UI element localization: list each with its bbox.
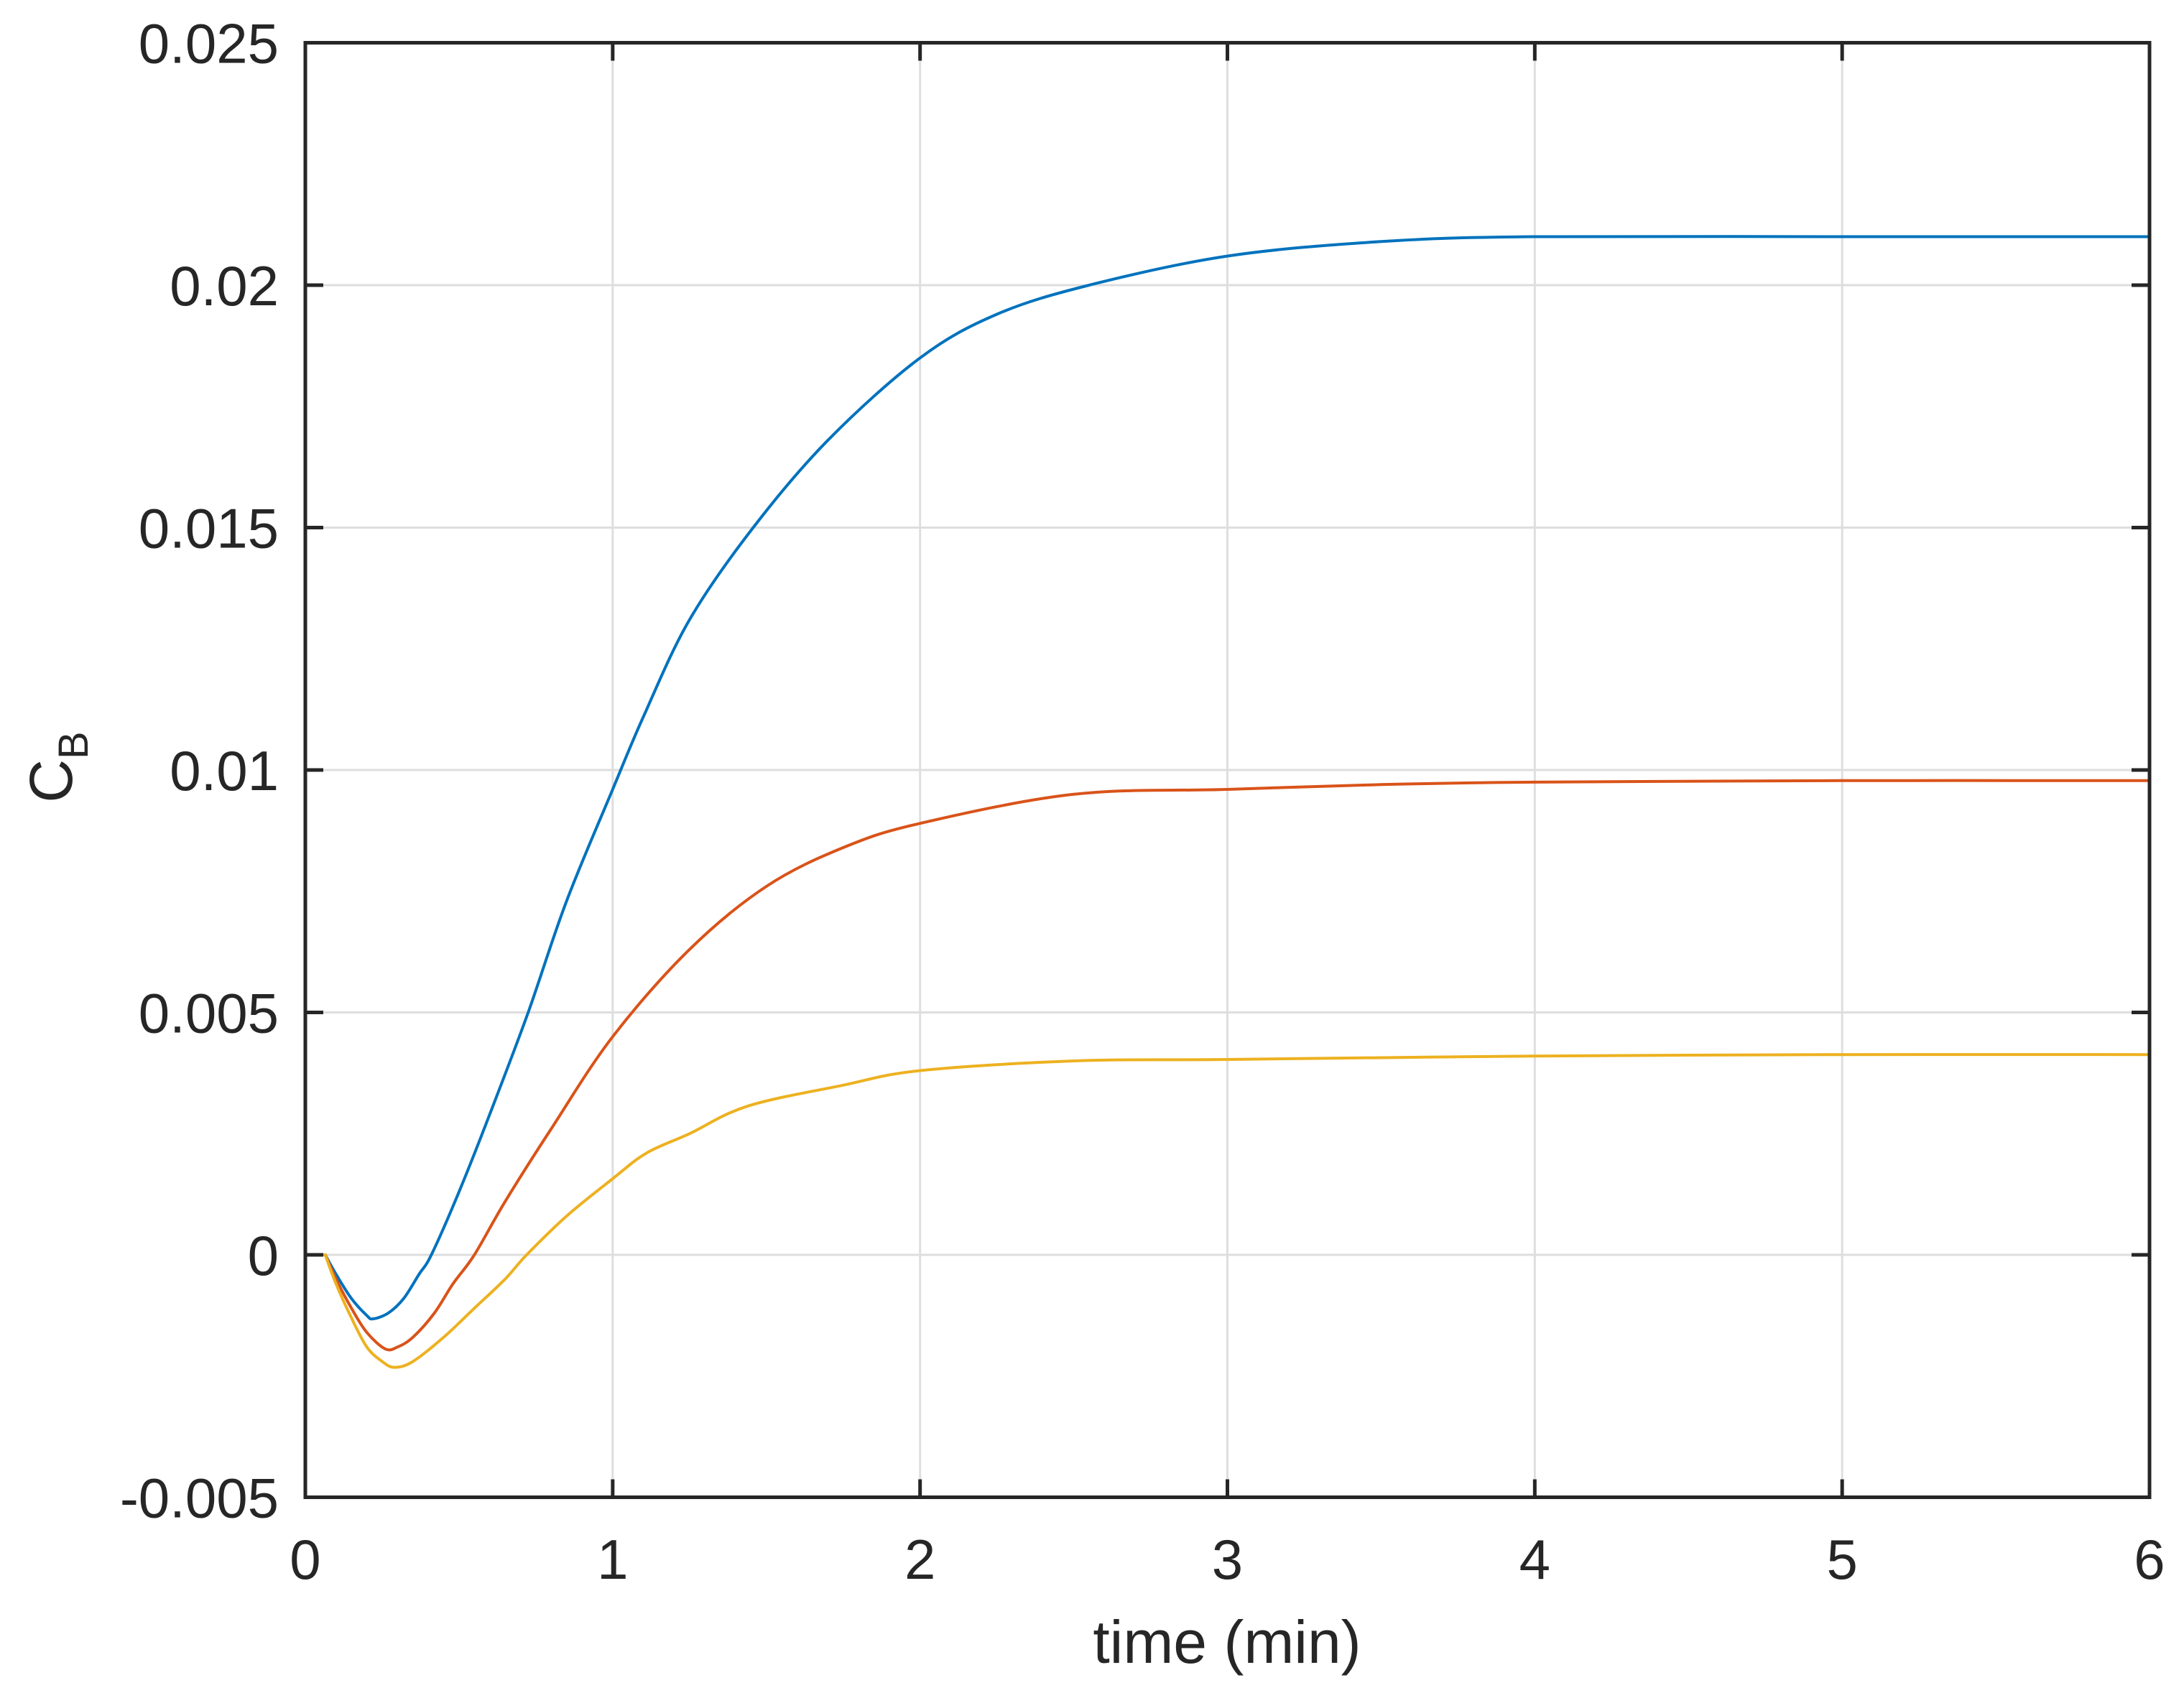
y-tick-label: -0.005	[120, 1467, 279, 1530]
x-axis-label: time (min)	[1093, 1608, 1361, 1676]
y-tick-label: 0.01	[170, 739, 279, 802]
y-tick-labels: -0.005 0 0.005 0.01 0.015 0.02 0.025	[120, 12, 279, 1530]
y-tick-label: 0.02	[170, 254, 279, 317]
x-tick-label: 6	[2134, 1528, 2165, 1591]
x-tick-label: 1	[597, 1528, 628, 1591]
y-axis-label: CB	[17, 731, 97, 802]
y-axis-label-main: C	[17, 759, 85, 803]
y-tick-label: 0.005	[139, 982, 279, 1045]
series-line-1	[304, 235, 2151, 1321]
grid-lines	[305, 42, 2150, 1498]
y-tick-label: 0.025	[139, 12, 279, 75]
x-tick-label: 0	[290, 1528, 320, 1591]
y-tick-label: 0.015	[139, 497, 279, 560]
x-tick-labels: 0 1 2 3 4 5 6	[290, 1528, 2165, 1591]
data-series	[304, 235, 2151, 1369]
x-tick-label: 4	[1519, 1528, 1550, 1591]
series-line-3	[304, 1053, 2151, 1369]
series-line-2	[304, 779, 2151, 1352]
x-tick-label: 5	[1826, 1528, 1857, 1591]
y-tick-label: 0	[248, 1224, 279, 1287]
x-tick-label: 2	[904, 1528, 935, 1591]
y-axis-label-subscript: B	[50, 731, 97, 759]
x-tick-label: 3	[1212, 1528, 1243, 1591]
svg-text:CB: CB	[17, 731, 97, 802]
tick-marks	[303, 41, 2152, 1499]
